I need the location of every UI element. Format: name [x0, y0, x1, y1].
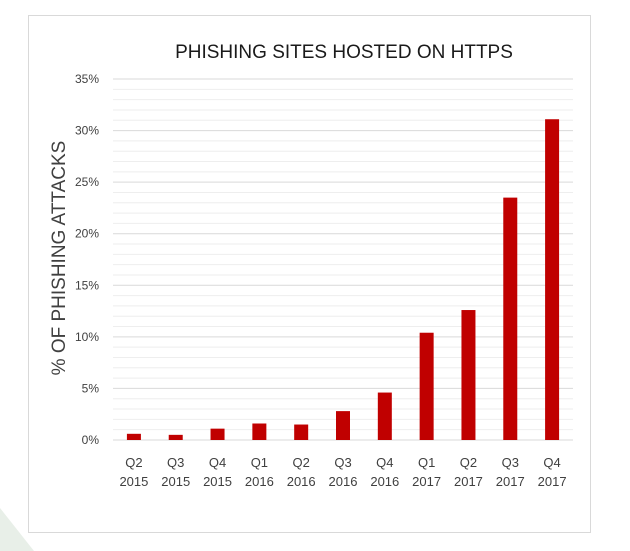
bar [503, 197, 518, 440]
x-tick-label-quarter: Q2 [460, 455, 477, 470]
y-tick-label: 0% [82, 433, 100, 447]
bar [252, 423, 267, 440]
x-tick-label-year: 2017 [412, 474, 441, 489]
y-tick-label: 5% [82, 381, 100, 395]
bar [377, 392, 392, 440]
x-tick-label-quarter: Q4 [209, 455, 226, 470]
x-tick-label-quarter: Q3 [502, 455, 519, 470]
x-tick-label-year: 2016 [287, 474, 316, 489]
x-tick-label-quarter: Q4 [543, 455, 560, 470]
y-axis-tick-labels: 0% 5% 10% 15% 20% 25% 30% 35% [75, 72, 99, 447]
x-tick-label-year: 2015 [203, 474, 232, 489]
minor-gridlines [113, 88, 573, 431]
x-tick-label-quarter: Q2 [125, 455, 142, 470]
x-tick-label-year: 2015 [119, 474, 148, 489]
x-tick-label-quarter: Q1 [418, 455, 435, 470]
y-tick-label: 35% [75, 72, 99, 86]
bar [336, 411, 350, 440]
chart-frame [28, 15, 591, 533]
bar [545, 119, 560, 441]
y-axis-title: % OF PHISHING ATTACKS [49, 141, 70, 376]
x-tick-label-year: 2017 [496, 474, 525, 489]
bar [210, 428, 225, 440]
x-tick-label-quarter: Q2 [293, 455, 310, 470]
x-tick-label-quarter: Q4 [376, 455, 393, 470]
major-gridlines [113, 78, 573, 441]
x-tick-label-year: 2016 [329, 474, 358, 489]
bar [168, 434, 183, 440]
bar [294, 424, 309, 440]
y-tick-label: 30% [75, 124, 99, 138]
x-tick-label-year: 2015 [161, 474, 190, 489]
x-tick-label-quarter: Q3 [334, 455, 351, 470]
bar [461, 310, 476, 440]
y-tick-label: 10% [75, 330, 99, 344]
bar [419, 332, 434, 440]
x-tick-label-year: 2016 [245, 474, 274, 489]
x-tick-label-year: 2017 [454, 474, 483, 489]
bar [126, 433, 141, 440]
y-tick-label: 15% [75, 278, 99, 292]
x-tick-label-year: 2017 [538, 474, 567, 489]
x-tick-label-quarter: Q3 [167, 455, 184, 470]
bars [126, 119, 560, 441]
y-tick-label: 25% [75, 175, 99, 189]
x-axis-tick-labels: Q2 2015 Q3 2015 Q4 2015 Q1 2016 Q2 2016 Q3 2016 Q4 20… [119, 455, 566, 489]
x-tick-label-quarter: Q1 [251, 455, 268, 470]
y-tick-label: 20% [75, 227, 99, 241]
chart-title: PHISHING SITES HOSTED ON HTTPS [175, 42, 513, 63]
x-tick-label-year: 2016 [370, 474, 399, 489]
